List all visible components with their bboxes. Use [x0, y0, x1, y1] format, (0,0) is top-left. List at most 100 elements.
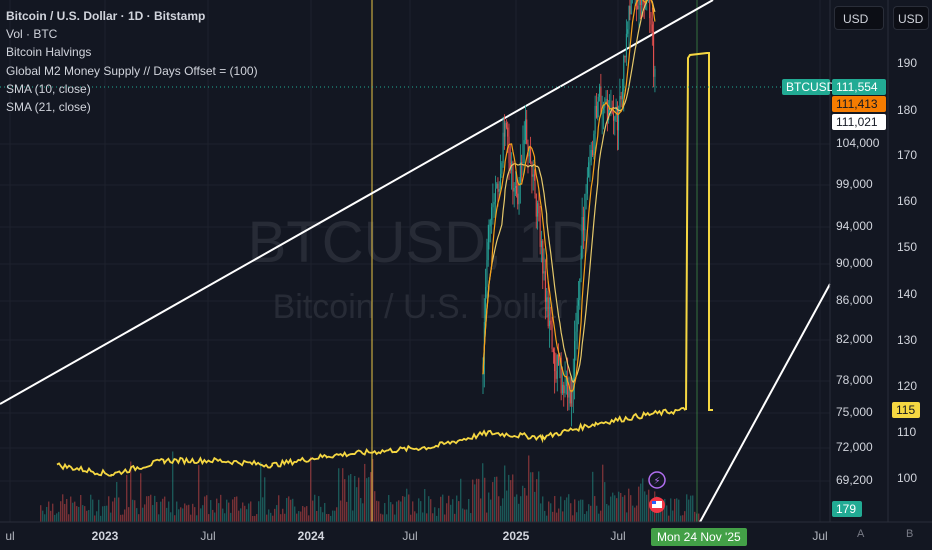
volume-bar — [268, 509, 270, 522]
volume-bar — [446, 503, 448, 522]
candle-body — [606, 98, 608, 121]
legend-sma21[interactable]: SMA (21, close) — [6, 100, 91, 115]
candle-body — [563, 384, 565, 394]
volume-bar — [684, 511, 686, 522]
volume-bar — [190, 514, 192, 522]
volume-bar — [676, 498, 678, 522]
volume-bar — [616, 498, 618, 522]
volume-bar — [442, 494, 444, 522]
volume-bar — [368, 477, 370, 522]
candle-body — [488, 226, 490, 243]
candle-body — [496, 183, 498, 189]
volume-bar — [434, 507, 436, 522]
b-scale-button[interactable]: B — [906, 528, 914, 540]
volume-bar — [198, 465, 200, 522]
volume-bar — [640, 483, 642, 522]
volume-bar — [518, 503, 520, 522]
volume-bar — [264, 477, 266, 522]
volume-bar — [232, 499, 234, 522]
candle-body — [542, 240, 544, 274]
volume-bar — [302, 506, 304, 522]
volume-bar — [106, 505, 108, 522]
candle-body — [513, 187, 515, 192]
m2-tick-label: 120 — [897, 379, 918, 393]
volume-bar — [428, 496, 430, 522]
legend-sma10[interactable]: SMA (10, close) — [6, 81, 91, 96]
volume-bar — [172, 451, 174, 522]
candle-body — [503, 132, 505, 137]
candle-body — [558, 354, 560, 366]
time-tick-label: 2024 — [297, 529, 325, 543]
volume-badge: 179 — [832, 501, 862, 517]
volume-bar — [620, 492, 622, 522]
volume-bar — [162, 498, 164, 522]
candle-body — [556, 354, 558, 379]
candle-body — [600, 86, 602, 114]
volume-bar — [54, 514, 56, 522]
m2-tick-label: 180 — [897, 103, 918, 117]
volume-bar — [336, 507, 338, 522]
volume-bar — [354, 475, 356, 522]
legend-volume[interactable]: Vol · BTC — [6, 27, 58, 42]
volume-bar — [322, 512, 324, 522]
volume-bar — [178, 509, 180, 522]
candle-body — [602, 107, 604, 110]
volume-bar — [682, 515, 684, 522]
volume-bar — [72, 502, 74, 522]
candle-body — [574, 340, 576, 379]
candle-body — [611, 108, 613, 114]
candle-body — [482, 374, 484, 376]
event-icon-lightning[interactable]: ⚡ — [648, 471, 666, 489]
volume-bar — [424, 489, 426, 522]
time-tick-label: 2025 — [502, 529, 530, 543]
volume-bar — [618, 491, 620, 522]
candle-body — [522, 143, 524, 164]
candle-body — [508, 136, 510, 164]
auto-scale-button[interactable]: A — [857, 528, 865, 540]
sma21-line — [482, 0, 656, 384]
volume-bar — [444, 514, 446, 522]
volume-bar — [580, 499, 582, 522]
volume-bar — [214, 512, 216, 522]
volume-bar — [304, 507, 306, 522]
candles — [482, 0, 656, 427]
time-tick-label: Jul — [402, 529, 418, 543]
volume-bar — [650, 509, 652, 522]
candle-body — [597, 101, 599, 118]
m2-tick-label: 110 — [897, 425, 917, 439]
volume-bar — [58, 511, 60, 522]
volume-bar — [458, 501, 460, 522]
m2-series-line — [56, 406, 687, 477]
volume-bar — [176, 501, 178, 522]
candle-body — [494, 188, 496, 202]
candle-body — [501, 163, 503, 174]
volume-bar — [318, 496, 320, 522]
candle-body — [565, 378, 567, 387]
volume-bar — [146, 496, 148, 522]
m2-currency-button[interactable]: USD — [893, 6, 929, 30]
m2-value-badge: 115 — [892, 402, 920, 418]
candle-body — [534, 174, 536, 177]
volume-bar — [192, 503, 194, 522]
volume-bar — [522, 485, 524, 522]
legend-halvings[interactable]: Bitcoin Halvings — [6, 45, 92, 60]
time-tick-label: Jul — [812, 529, 828, 543]
volume-bar — [392, 504, 394, 522]
price-currency-button[interactable]: USD — [834, 6, 884, 30]
candle-body — [585, 193, 587, 210]
candle-body — [577, 300, 579, 306]
volume-bar — [642, 478, 644, 522]
volume-bar — [98, 499, 100, 522]
volume-bar — [102, 506, 104, 522]
legend-title[interactable]: Bitcoin / U.S. Dollar · 1D · Bitstamp — [6, 9, 206, 23]
m2-tick-label: 150 — [897, 240, 918, 254]
event-icon-flag[interactable] — [649, 497, 665, 513]
volume-bar — [40, 505, 42, 522]
candle-body — [486, 259, 488, 287]
legend-m2[interactable]: Global M2 Money Supply // Days Offset = … — [6, 63, 258, 78]
volume-bar — [658, 506, 660, 522]
candle-body — [555, 371, 557, 379]
candle-body — [623, 55, 625, 92]
candle-body — [643, 1, 645, 5]
